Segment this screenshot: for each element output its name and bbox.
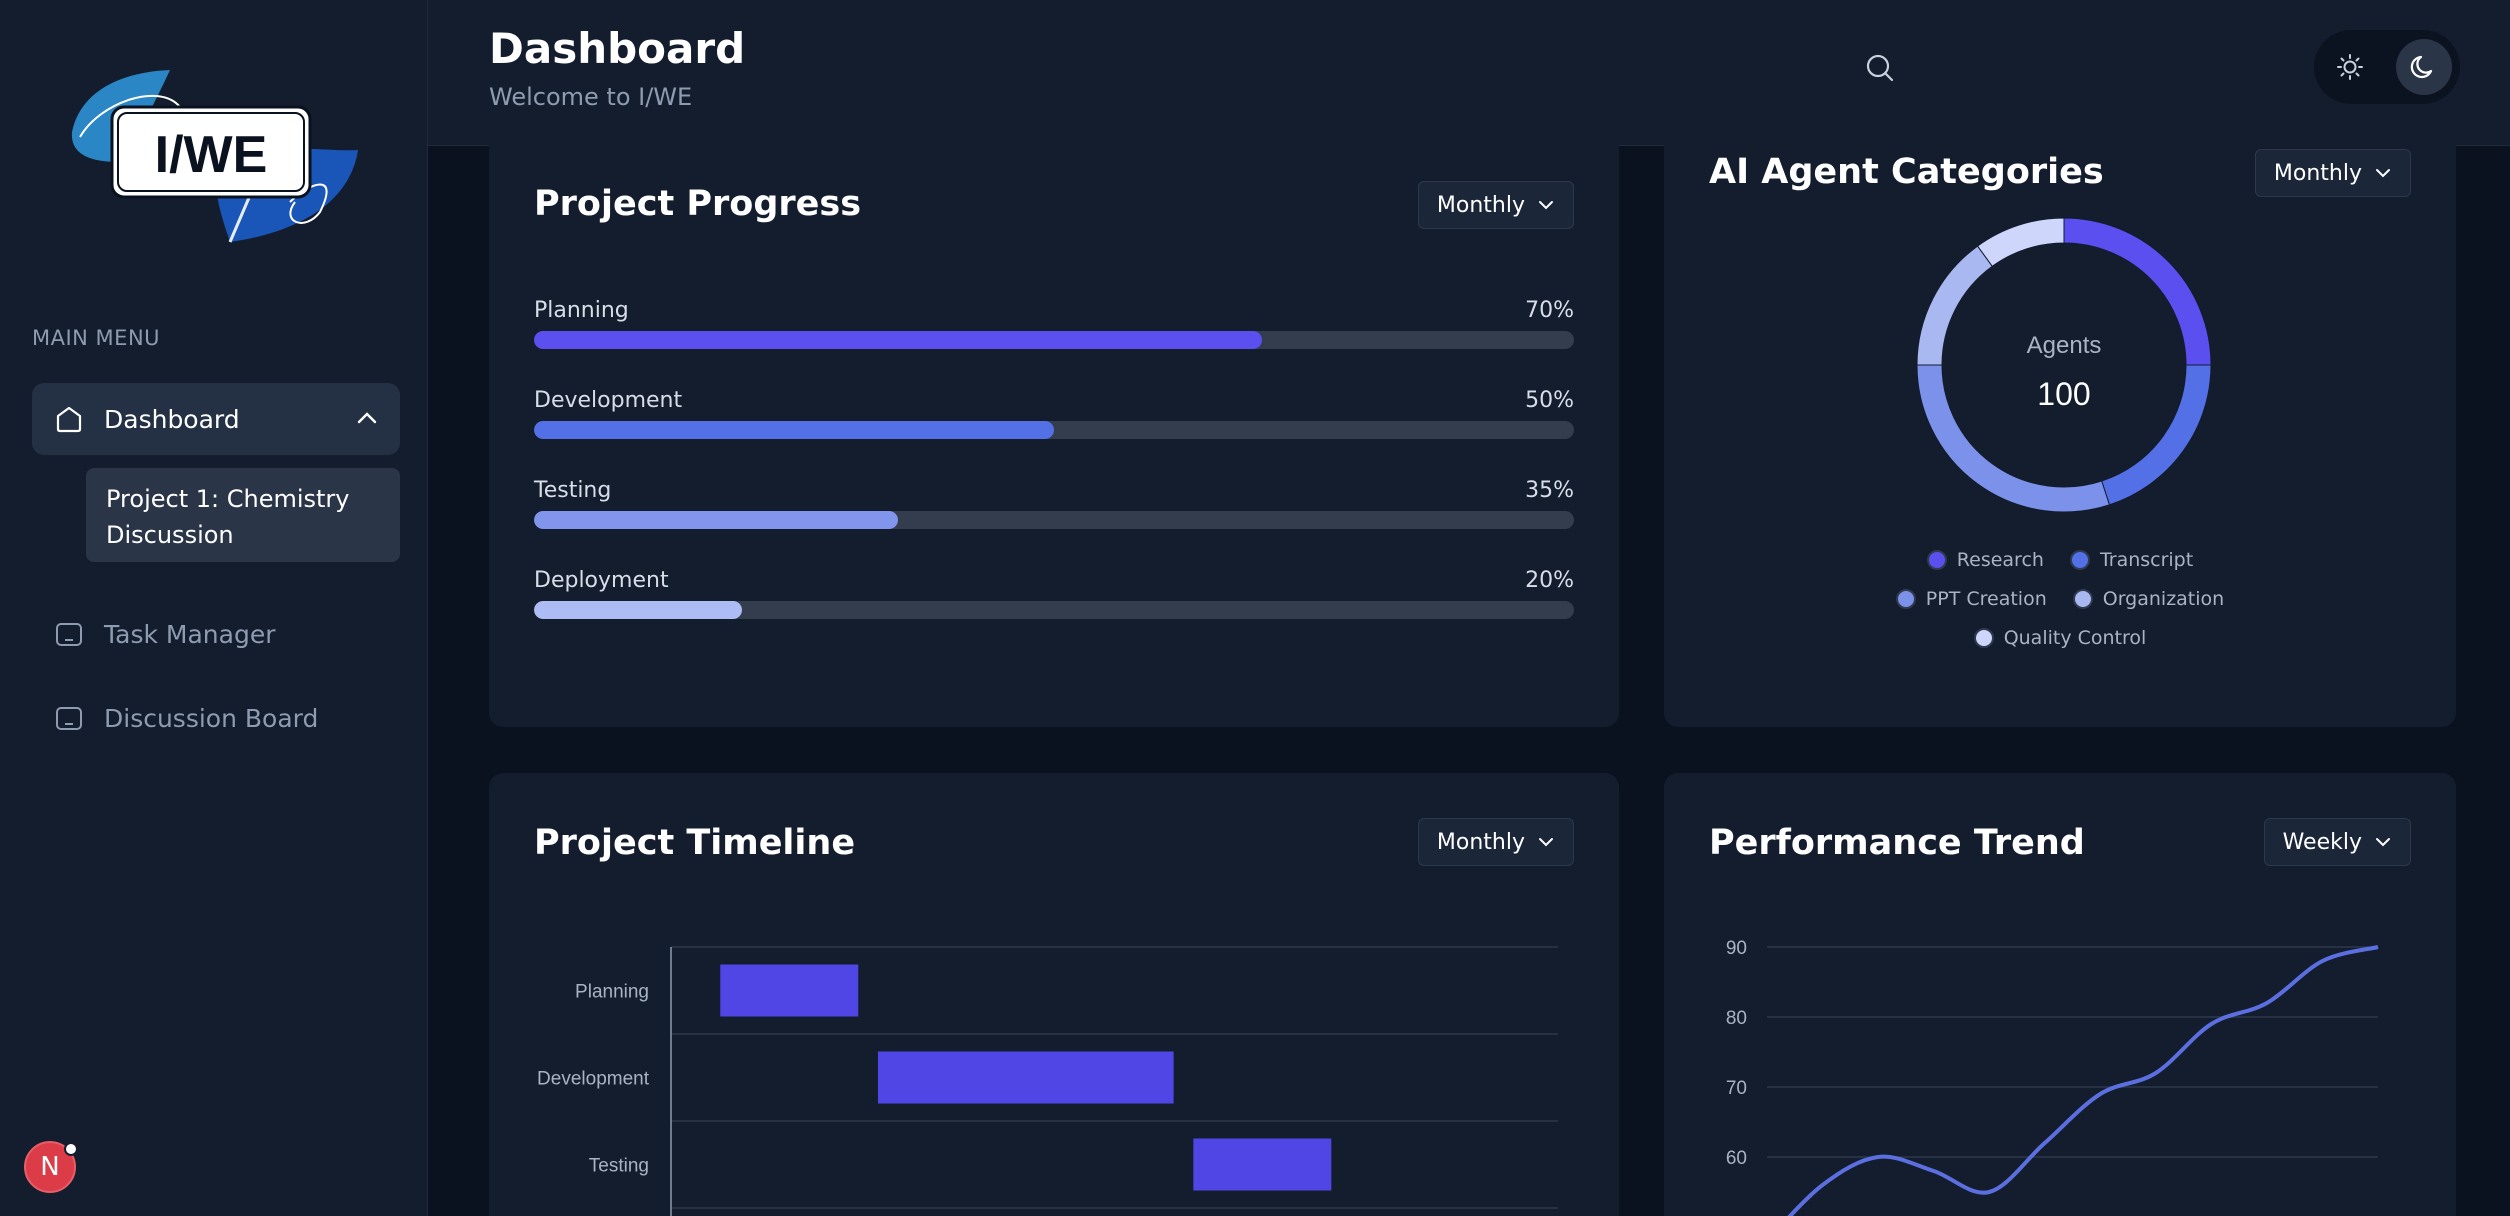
legend-item[interactable]: Research [1926, 548, 2044, 571]
page-title: Dashboard [489, 24, 746, 73]
period-dropdown[interactable]: Monthly [1417, 818, 1574, 866]
y-tick-label: 90 [1726, 938, 1747, 959]
progress-track [534, 331, 1574, 349]
donut-slice-transcript[interactable] [2101, 364, 2212, 506]
donut-slice-quality-control[interactable] [1976, 217, 2065, 267]
y-tick-label: 80 [1726, 1008, 1747, 1029]
legend-swatch [1895, 588, 1916, 609]
progress-label: Testing [534, 478, 612, 503]
legend-row: Quality Control [1664, 618, 2456, 657]
timeline-gantt-chart: Planning Development Testing [537, 946, 1558, 1216]
legend-swatch [2069, 549, 2090, 570]
legend-item[interactable]: Organization [2072, 587, 2225, 610]
sidebar-item-task-manager[interactable]: Task Manager [32, 598, 400, 670]
timeline-bar[interactable] [877, 1051, 1174, 1104]
progress-fill [534, 421, 1054, 439]
tablet-icon [54, 703, 84, 733]
progress-value: 70% [1525, 298, 1574, 323]
progress-label: Deployment [534, 568, 669, 593]
donut-slice-organization[interactable] [1916, 245, 1993, 366]
project-progress-card: Project Progress Monthly Planning 70% Deve… [489, 120, 1619, 727]
performance-line-chart: 90 80 70 60 [1726, 938, 2379, 1216]
legend-swatch [1926, 549, 1947, 570]
brand-logo[interactable]: I/WE [60, 62, 360, 252]
y-tick-label: 70 [1726, 1078, 1747, 1099]
sidebar-item-label: Task Manager [104, 619, 276, 649]
sidebar-item-dashboard[interactable]: Dashboard [32, 383, 400, 455]
dropdown-value: Weekly [2282, 829, 2362, 855]
sidebar: I/WE MAIN MENU Dashboard Project 1: Chem… [0, 0, 428, 1216]
donut-center-label: Agents [2027, 332, 2102, 359]
chevron-down-icon [2376, 838, 2390, 847]
y-tick-label: Planning [575, 982, 649, 1003]
tablet-icon [54, 619, 84, 649]
progress-value: 35% [1525, 478, 1574, 503]
legend-label: Organization [2102, 587, 2225, 610]
chevron-down-icon [1539, 838, 1553, 847]
project-timeline-card: Project Timeline Monthly Planning Develop… [489, 773, 1619, 1216]
progress-fill [534, 601, 742, 619]
period-dropdown[interactable]: Monthly [1417, 181, 1574, 229]
progress-track [534, 421, 1574, 439]
progress-value: 20% [1525, 568, 1574, 593]
card-title: Project Timeline [534, 823, 856, 863]
sidebar-item-label: Dashboard [104, 404, 240, 434]
chevron-up-icon[interactable] [354, 405, 380, 435]
chart-legend: Research Transcript PPT Creation Organizati… [1664, 540, 2456, 657]
y-tick-label: Development [537, 1069, 650, 1090]
progress-label: Development [534, 388, 683, 413]
legend-label: Research [1956, 548, 2044, 571]
status-indicator [64, 1142, 78, 1156]
sidebar-item-label: Discussion Board [104, 703, 319, 733]
progress-track [534, 511, 1574, 529]
page-subtitle: Welcome to I/WE [489, 83, 693, 111]
legend-swatch [1973, 627, 1994, 648]
progress-fill [534, 331, 1262, 349]
legend-label: PPT Creation [1925, 587, 2047, 610]
card-title: Project Progress [534, 184, 862, 224]
legend-swatch [2072, 588, 2093, 609]
donut-center-value: 100 [2037, 376, 2090, 412]
timeline-bar[interactable] [720, 964, 859, 1017]
legend-item[interactable]: PPT Creation [1895, 587, 2047, 610]
home-icon [54, 404, 84, 434]
chevron-down-icon [1539, 201, 1553, 210]
brand-logo-text: I/WE [155, 126, 268, 184]
card-title: AI Agent Categories [1709, 152, 2104, 192]
y-tick-label: Testing [589, 1156, 649, 1177]
sidebar-item-discussion-board[interactable]: Discussion Board [32, 682, 400, 754]
timeline-bar[interactable] [1193, 1138, 1332, 1191]
user-avatar[interactable]: N [24, 1141, 76, 1193]
chevron-down-icon [2376, 169, 2390, 178]
sidebar-subitem-project-1[interactable]: Project 1: Chemistry Discussion [86, 468, 400, 562]
moon-icon[interactable] [2396, 39, 2452, 95]
legend-row: Research Transcript [1664, 540, 2456, 579]
period-dropdown[interactable]: Weekly [2263, 818, 2411, 866]
ai-agent-categories-card: AI Agent Categories Monthly Agents 100 R… [1664, 120, 2456, 727]
legend-label: Quality Control [2003, 626, 2147, 649]
progress-fill [534, 511, 898, 529]
progress-value: 50% [1525, 388, 1574, 413]
legend-label: Transcript [2099, 548, 2194, 571]
performance-trend-card: Performance Trend Weekly 90 80 70 60 [1664, 773, 2456, 1216]
agents-donut-chart: Agents 100 [1916, 217, 2212, 513]
dropdown-value: Monthly [1436, 192, 1525, 218]
legend-row: PPT Creation Organization [1664, 579, 2456, 618]
dropdown-value: Monthly [1436, 829, 1525, 855]
main-menu-heading: MAIN MENU [32, 326, 161, 350]
legend-item[interactable]: Transcript [2069, 548, 2194, 571]
y-tick-label: 60 [1726, 1148, 1747, 1169]
period-dropdown[interactable]: Monthly [2254, 149, 2411, 197]
sun-icon[interactable] [2322, 39, 2378, 95]
progress-track [534, 601, 1574, 619]
legend-item[interactable]: Quality Control [1973, 626, 2147, 649]
dropdown-value: Monthly [2273, 160, 2362, 186]
search-icon[interactable] [1864, 52, 1896, 84]
progress-label: Planning [534, 298, 629, 323]
card-title: Performance Trend [1709, 823, 2085, 863]
trend-line[interactable] [1767, 945, 2379, 1216]
theme-toggle[interactable] [2314, 30, 2460, 104]
